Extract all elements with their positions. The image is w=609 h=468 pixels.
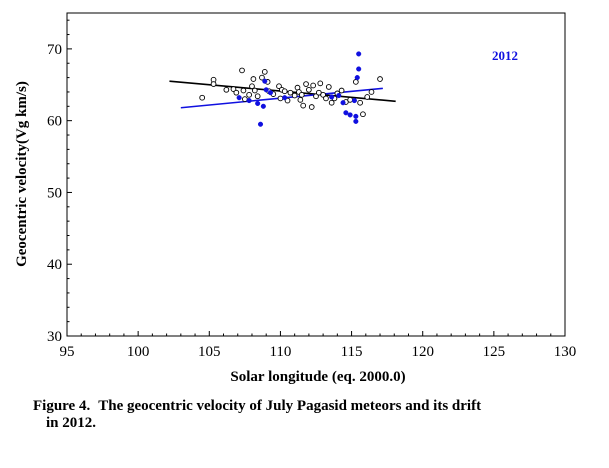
data-point-filled bbox=[267, 90, 274, 96]
data-point-filled bbox=[282, 95, 288, 101]
x-tick-label: 110 bbox=[269, 344, 291, 360]
x-axis-title: Solar longitude (eq. 2000.0) bbox=[230, 369, 405, 385]
data-point-open bbox=[210, 81, 217, 87]
data-point-open bbox=[240, 87, 247, 94]
data-point-open bbox=[246, 91, 252, 98]
data-point-open bbox=[347, 97, 353, 103]
data-point-open bbox=[313, 93, 319, 100]
data-point-filled bbox=[260, 103, 266, 109]
data-point-open bbox=[298, 91, 305, 98]
caption-line-2: in 2012. bbox=[46, 415, 97, 431]
data-point-open bbox=[251, 87, 258, 94]
data-point-open bbox=[277, 95, 284, 102]
data-point-filled bbox=[236, 95, 242, 101]
data-point-open bbox=[249, 83, 255, 90]
data-point-open bbox=[308, 104, 315, 110]
data-point-open bbox=[328, 99, 335, 106]
data-point-open bbox=[297, 97, 304, 103]
data-point-open bbox=[338, 87, 345, 94]
y-tick-label: 30 bbox=[47, 329, 62, 345]
data-point-open bbox=[259, 74, 265, 81]
data-point-open bbox=[281, 88, 288, 95]
data-point-open bbox=[239, 67, 245, 74]
data-point-open bbox=[360, 111, 366, 118]
data-point-filled bbox=[255, 100, 261, 106]
data-point-open bbox=[315, 89, 322, 96]
data-point-open bbox=[357, 99, 363, 106]
data-point-filled bbox=[356, 66, 362, 72]
data-point-filled bbox=[353, 113, 359, 119]
data-point-open bbox=[199, 94, 206, 101]
data-point-filled bbox=[356, 51, 362, 57]
y-tick-label: 70 bbox=[47, 42, 62, 58]
figure-caption: Figure 4. The geocentric velocity of July… bbox=[33, 398, 593, 432]
data-point-filled bbox=[262, 78, 268, 84]
data-point-filled bbox=[257, 121, 264, 127]
x-tick-label: 125 bbox=[483, 344, 506, 360]
data-point-open bbox=[325, 84, 332, 90]
data-point-filled bbox=[329, 94, 335, 100]
y-axis-title: Geocentric velocity(Vg km/s) bbox=[14, 81, 30, 267]
caption-text: The geocentric velocity of July Pagasid … bbox=[98, 398, 482, 414]
data-point-open bbox=[291, 92, 298, 99]
data-point-filled bbox=[354, 75, 360, 81]
data-point-open bbox=[242, 96, 248, 102]
data-point-open bbox=[300, 102, 307, 109]
x-tick-label: 130 bbox=[554, 344, 577, 360]
data-point-open bbox=[223, 86, 230, 93]
data-point-filled bbox=[343, 110, 349, 116]
axis-ticks: 95 100 105 110 115 120 125 130 30 40 50 60 70 bbox=[47, 19, 577, 360]
data-point-open bbox=[230, 86, 237, 92]
data-point-open bbox=[250, 76, 257, 82]
chart: 95 100 105 110 115 120 125 130 30 40 50 60 70 2012 S… bbox=[14, 12, 577, 385]
data-point-open bbox=[306, 86, 312, 93]
data-point-open bbox=[276, 83, 282, 90]
data-point-filled bbox=[351, 98, 357, 104]
data-point-open bbox=[287, 89, 294, 96]
year-annotation: 2012 bbox=[492, 48, 518, 63]
data-point-open bbox=[310, 82, 317, 89]
data-point-open bbox=[377, 76, 383, 82]
data-point-filled bbox=[246, 98, 252, 104]
x-tick-label: 115 bbox=[341, 344, 363, 360]
plot-area bbox=[66, 12, 566, 337]
x-tick-label: 120 bbox=[411, 344, 434, 360]
data-point-open bbox=[233, 89, 240, 96]
data-point-filled bbox=[340, 100, 346, 106]
data-point-open bbox=[364, 94, 371, 100]
x-tick-label: 100 bbox=[127, 344, 150, 360]
x-tick-label: 95 bbox=[60, 344, 75, 360]
data-points bbox=[199, 51, 383, 127]
data-point-filled bbox=[336, 92, 342, 99]
data-point-open bbox=[320, 91, 326, 98]
data-point-open bbox=[303, 81, 309, 87]
data-point-filled bbox=[353, 118, 359, 124]
data-point-open bbox=[323, 95, 329, 102]
data-point-filled bbox=[263, 87, 269, 93]
data-point-filled bbox=[347, 112, 353, 118]
x-tick-label: 105 bbox=[198, 344, 221, 360]
data-point-open bbox=[317, 80, 324, 87]
y-tick-label: 60 bbox=[47, 114, 62, 130]
caption-label: Figure 4. bbox=[33, 398, 91, 414]
data-point-open bbox=[261, 69, 268, 75]
data-point-open bbox=[368, 89, 375, 95]
y-tick-label: 40 bbox=[47, 257, 62, 273]
data-point-open bbox=[352, 79, 359, 85]
y-tick-label: 50 bbox=[47, 185, 62, 201]
data-point-open bbox=[254, 93, 261, 100]
caption-line-1: Figure 4. The geocentric velocity of July… bbox=[33, 398, 593, 415]
